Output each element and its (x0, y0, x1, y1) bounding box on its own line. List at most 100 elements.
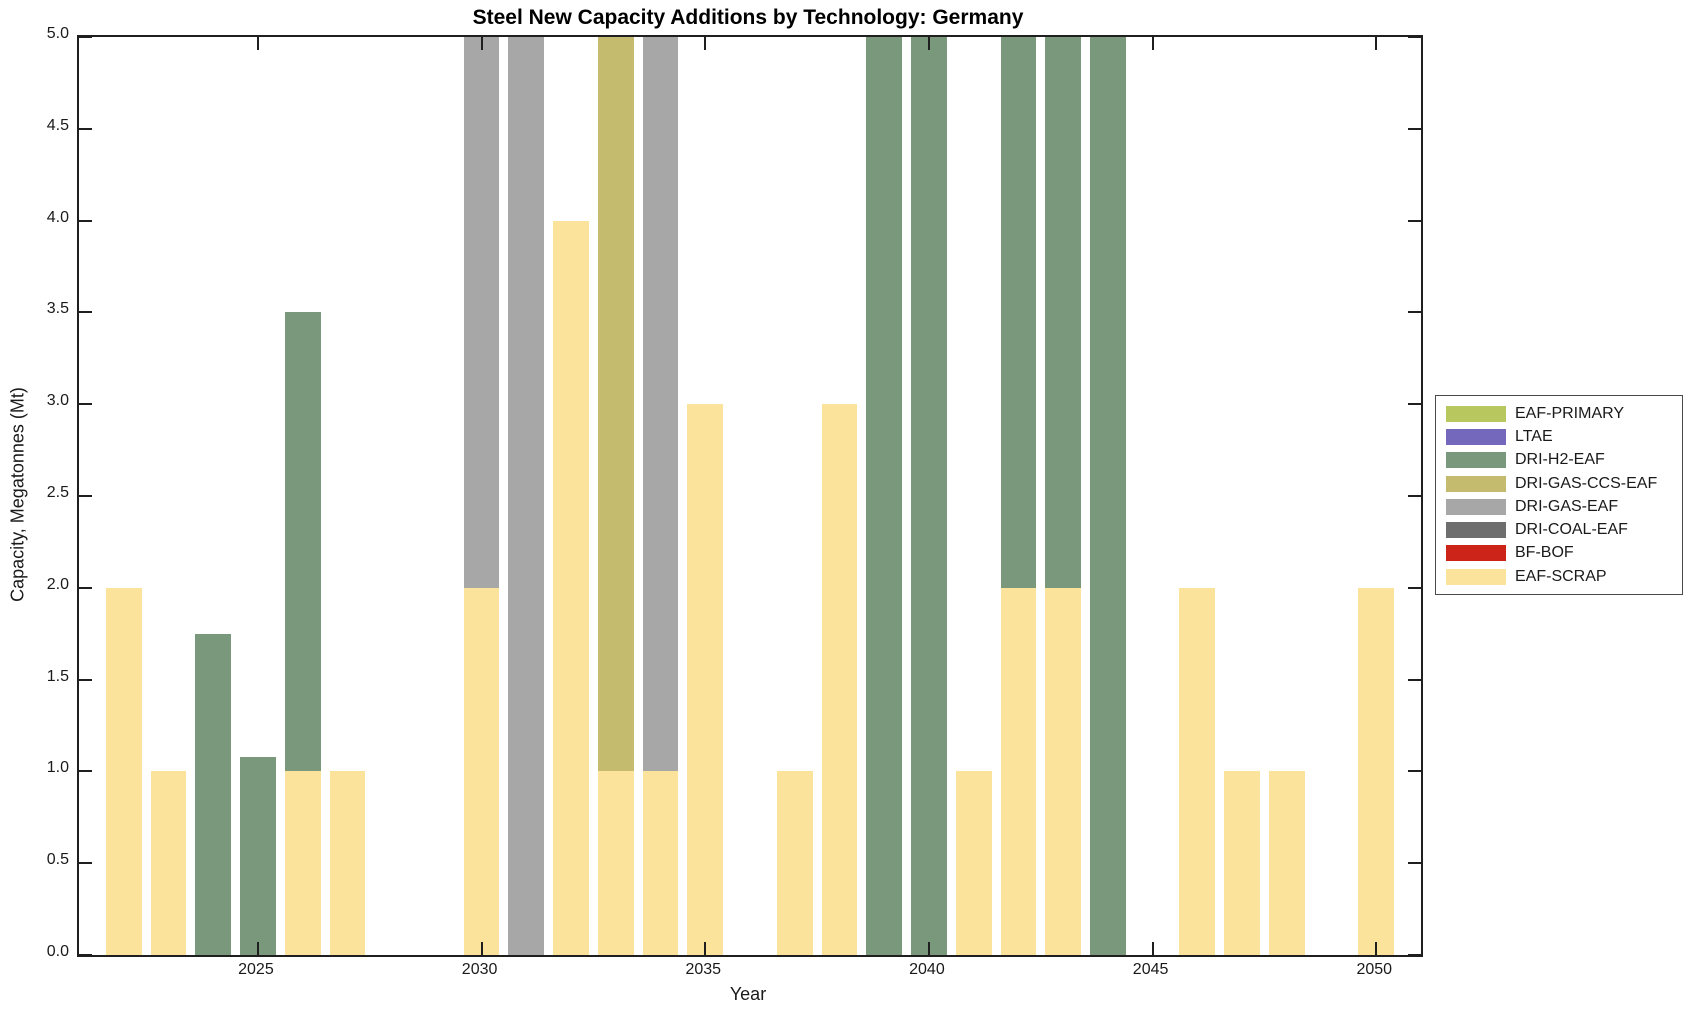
y-tick-right (1408, 37, 1421, 38)
legend-label: EAF-SCRAP (1515, 567, 1607, 585)
bar-segment-eaf-scrap (1358, 587, 1395, 955)
bar-segment-eaf-scrap (463, 587, 500, 955)
bar-2038 (821, 404, 858, 955)
legend-swatch-icon (1446, 428, 1506, 445)
y-tick (79, 586, 92, 589)
legend-label: DRI-H2-EAF (1515, 451, 1605, 469)
y-tick-right (1408, 586, 1421, 589)
y-tick-label: 4.0 (46, 208, 69, 226)
y-tick-label: 2.0 (46, 575, 69, 593)
bar-segment-dri-gas-eaf (642, 37, 679, 772)
y-tick-label: 0.5 (46, 851, 69, 869)
y-tick-label: 0.0 (46, 943, 69, 960)
y-tick-label: 5.0 (46, 25, 69, 42)
bar-2046 (1179, 587, 1216, 955)
bar-2044 (1089, 37, 1126, 955)
legend-label: DRI-GAS-CCS-EAF (1515, 474, 1658, 492)
bar-segment-dri-h2-eaf (1045, 37, 1082, 588)
legend-row-dri-gas-eaf: DRI-GAS-EAF (1436, 495, 1682, 518)
bar-2030 (463, 37, 500, 955)
bar-segment-eaf-scrap (1268, 771, 1305, 955)
legend-label: DRI-COAL-EAF (1515, 521, 1628, 539)
legend-swatch-icon (1446, 568, 1506, 585)
bar-segment-eaf-scrap (642, 771, 679, 955)
bar-2042 (1000, 37, 1037, 955)
bar-2043 (1045, 37, 1082, 955)
bar-2023 (150, 771, 187, 955)
bar-2026 (284, 312, 321, 955)
x-tick-top (256, 37, 259, 50)
y-tick-label: 1.5 (46, 667, 69, 685)
x-axis-label: Year (729, 984, 767, 1004)
y-tick-label: 3.5 (46, 300, 69, 318)
legend-row-dri-coal-eaf: DRI-COAL-EAF (1436, 518, 1682, 541)
legend-row-eaf-scrap: EAF-SCRAP (1436, 565, 1682, 588)
bar-2035 (687, 404, 724, 955)
x-tick-top (927, 37, 930, 50)
y-tick (79, 37, 92, 38)
bar-2037 (776, 771, 813, 955)
bar-segment-eaf-scrap (776, 771, 813, 955)
bar-segment-dri-gas-eaf (508, 37, 545, 955)
legend-row-ltae: LTAE (1436, 425, 1682, 448)
bar-2032 (553, 220, 589, 955)
x-tick (704, 942, 707, 955)
legend-swatch-icon (1446, 545, 1506, 562)
bar-segment-dri-h2-eaf (1089, 37, 1126, 955)
bar-segment-dri-h2-eaf (195, 633, 232, 955)
x-tick-label: 2040 (909, 961, 945, 978)
x-tick-top (1375, 37, 1378, 50)
x-tick-top (1151, 37, 1154, 50)
bar-segment-eaf-scrap (150, 771, 187, 955)
y-tick-right (1408, 954, 1421, 955)
bar-segment-dri-h2-eaf (911, 37, 947, 955)
bar-2022 (105, 587, 142, 955)
y-tick-label: 1.0 (46, 759, 69, 777)
x-tick-label: 2030 (461, 961, 498, 978)
y-tick-right (1408, 127, 1421, 130)
x-tick (927, 942, 930, 955)
legend-swatch-icon (1446, 498, 1506, 515)
bar-2024 (195, 633, 232, 955)
legend: EAF-PRIMARY LTAE DRI-H2-EAF DRI-GAS-CCS-EAF… (1435, 395, 1683, 596)
bar-segment-eaf-scrap (1045, 587, 1082, 955)
y-tick (79, 495, 92, 497)
bar-segment-dri-h2-eaf (1000, 37, 1037, 588)
x-tick-label: 2050 (1356, 961, 1393, 978)
legend-swatch-icon (1446, 475, 1506, 492)
legend-row-bf-bof: BF-BOF (1436, 542, 1682, 565)
bar-2031 (508, 37, 545, 955)
legend-row-dri-gas-ccs-eaf: DRI-GAS-CCS-EAF (1436, 472, 1682, 495)
x-tick-label: 2035 (685, 961, 722, 978)
bar-segment-eaf-scrap (329, 771, 366, 955)
legend-label: BF-BOF (1515, 544, 1574, 562)
bar-segment-dri-h2-eaf (240, 756, 276, 955)
y-tick-right (1408, 311, 1421, 314)
y-tick (79, 311, 92, 314)
y-tick-right (1408, 495, 1421, 497)
y-tick-right (1408, 862, 1421, 865)
y-tick (79, 403, 92, 406)
bar-segment-eaf-scrap (1179, 587, 1216, 955)
legend-row-eaf-primary: EAF-PRIMARY (1436, 402, 1682, 425)
bar-segment-dri-h2-eaf (284, 312, 321, 772)
y-tick-label: 4.5 (46, 116, 69, 134)
y-tick-label: 2.5 (46, 484, 69, 501)
legend-label: DRI-GAS-EAF (1515, 497, 1619, 515)
bar-2039 (866, 37, 903, 955)
x-tick-top (704, 37, 707, 50)
y-tick-right (1408, 219, 1421, 222)
bar-segment-eaf-scrap (687, 404, 724, 955)
x-tick-label: 2025 (238, 961, 274, 978)
bar-segment-eaf-scrap (1000, 587, 1037, 955)
legend-swatch-icon (1446, 405, 1506, 422)
chart-title: Steel New Capacity Additions by Technolo… (472, 6, 1024, 29)
y-tick (79, 770, 92, 773)
bar-2041 (955, 771, 992, 955)
x-tick (1375, 942, 1378, 955)
bar-2033 (597, 37, 634, 955)
x-tick (256, 942, 259, 955)
bar-segment-eaf-scrap (821, 404, 858, 955)
bar-segment-eaf-scrap (553, 220, 589, 955)
legend-row-dri-h2-eaf: DRI-H2-EAF (1436, 449, 1682, 472)
